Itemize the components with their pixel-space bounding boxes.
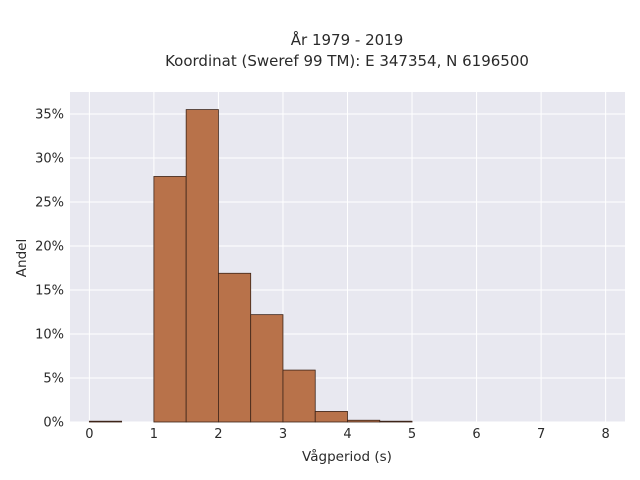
y-tick-label: 35% <box>35 108 64 123</box>
x-tick-label: 6 <box>472 427 480 442</box>
x-tick-label: 1 <box>150 427 158 442</box>
x-tick-label: 0 <box>85 427 93 442</box>
x-tick-label: 8 <box>601 427 609 442</box>
histogram-bar <box>185 109 219 423</box>
histogram-bar <box>153 176 187 423</box>
y-axis-title: Andel <box>14 239 30 277</box>
histogram-bar <box>218 272 252 423</box>
y-axis-ticks: 0% 5% 10% 15% 20% 25% 30% 35% <box>35 108 64 431</box>
x-tick-label: 2 <box>214 427 222 442</box>
y-tick-label: 5% <box>43 372 64 387</box>
x-tick-label: 7 <box>537 427 545 442</box>
chart-title-line-2: Koordinat (Sweref 99 TM): E 347354, N 61… <box>165 52 529 70</box>
y-tick-label: 10% <box>35 328 64 343</box>
y-tick-label: 20% <box>35 240 64 255</box>
x-tick-label: 3 <box>279 427 287 442</box>
histogram-bar <box>347 419 381 423</box>
y-tick-label: 30% <box>35 152 64 167</box>
y-tick-label: 0% <box>43 416 64 431</box>
x-axis-ticks: 0 1 2 3 4 5 6 7 8 <box>85 427 610 442</box>
y-tick-label: 15% <box>35 284 64 299</box>
chart-title-line-1: År 1979 - 2019 <box>291 30 404 49</box>
histogram-bar <box>250 314 284 423</box>
histogram-bar <box>314 411 348 423</box>
histogram-bar <box>88 420 123 423</box>
x-tick-label: 5 <box>408 427 416 442</box>
x-axis-title: Vågperiod (s) <box>302 448 392 465</box>
x-tick-label: 4 <box>343 427 351 442</box>
y-tick-label: 25% <box>35 196 64 211</box>
histogram-bar <box>282 369 316 423</box>
histogram-bar <box>379 420 413 423</box>
histogram-bars <box>88 109 413 423</box>
